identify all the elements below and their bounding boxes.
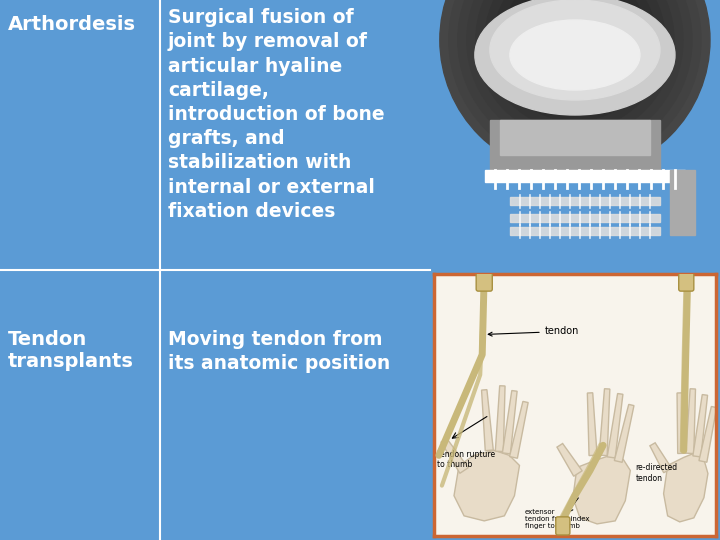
Text: tendon: tendon xyxy=(488,327,579,336)
Text: Moving tendon from
its anatomic position: Moving tendon from its anatomic position xyxy=(168,330,390,373)
Polygon shape xyxy=(503,390,517,454)
Text: extensor
tendon from index
finger to thumb: extensor tendon from index finger to thu… xyxy=(525,509,589,529)
FancyBboxPatch shape xyxy=(556,517,570,535)
Text: Tendon
transplants: Tendon transplants xyxy=(8,330,134,371)
Bar xyxy=(510,197,660,205)
Text: Arthordesis: Arthordesis xyxy=(8,15,136,34)
Circle shape xyxy=(512,0,638,103)
Polygon shape xyxy=(599,389,610,456)
Polygon shape xyxy=(441,438,468,473)
Bar xyxy=(510,214,660,222)
Polygon shape xyxy=(454,450,520,521)
Circle shape xyxy=(566,31,584,49)
Circle shape xyxy=(539,4,611,76)
Circle shape xyxy=(557,22,593,58)
FancyBboxPatch shape xyxy=(476,267,492,291)
Polygon shape xyxy=(699,407,716,462)
Circle shape xyxy=(440,0,710,175)
Circle shape xyxy=(494,0,656,121)
FancyBboxPatch shape xyxy=(679,268,694,291)
Circle shape xyxy=(476,0,674,139)
Circle shape xyxy=(530,0,620,85)
Bar xyxy=(500,120,650,155)
Polygon shape xyxy=(650,443,672,472)
Polygon shape xyxy=(677,393,685,454)
Ellipse shape xyxy=(510,20,640,90)
Polygon shape xyxy=(510,401,528,458)
Polygon shape xyxy=(607,394,623,458)
Circle shape xyxy=(503,0,647,112)
Polygon shape xyxy=(685,389,696,454)
Circle shape xyxy=(521,0,629,94)
Polygon shape xyxy=(614,404,634,462)
Polygon shape xyxy=(693,395,708,457)
Polygon shape xyxy=(588,393,597,456)
Circle shape xyxy=(548,13,602,67)
Polygon shape xyxy=(573,455,630,524)
Ellipse shape xyxy=(475,0,675,115)
Circle shape xyxy=(458,0,692,157)
Polygon shape xyxy=(482,390,493,451)
Text: re-directed
tendon: re-directed tendon xyxy=(635,463,678,483)
Text: Surgical fusion of
joint by removal of
articular hyaline
cartilage,
introduction: Surgical fusion of joint by removal of a… xyxy=(168,8,384,221)
Polygon shape xyxy=(664,454,708,522)
Circle shape xyxy=(485,0,665,130)
Polygon shape xyxy=(557,443,582,476)
Bar xyxy=(510,227,660,235)
Text: tendon rupture
to thumb: tendon rupture to thumb xyxy=(437,450,495,469)
Bar xyxy=(490,120,660,170)
Polygon shape xyxy=(495,386,505,451)
Bar xyxy=(670,170,695,235)
Bar xyxy=(485,170,685,182)
Ellipse shape xyxy=(490,0,660,100)
Circle shape xyxy=(449,0,701,166)
Circle shape xyxy=(467,0,683,148)
